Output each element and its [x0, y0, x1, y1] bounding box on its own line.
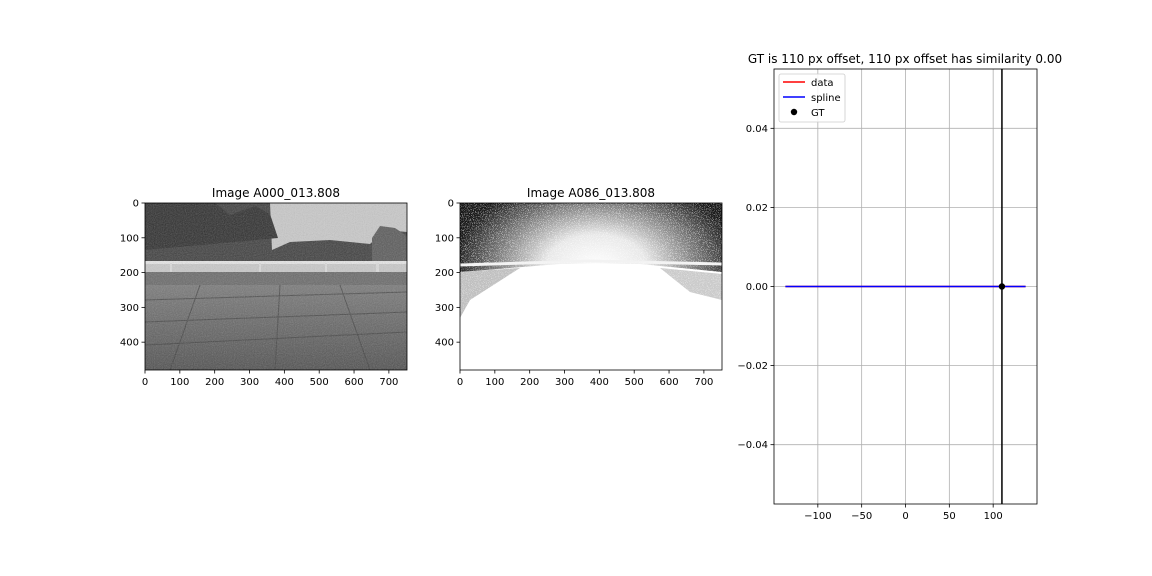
photo-a000	[145, 203, 407, 370]
y-tick-label: 200	[435, 268, 454, 279]
photo-a086	[460, 203, 722, 370]
plot-x-axis: −100 −50 0 50 100	[804, 504, 1003, 522]
panel1-y-axis: 0 100 200 300 400	[120, 199, 145, 349]
x-tick-label: 600	[344, 377, 363, 388]
y-tick-label: 0	[133, 199, 139, 210]
gt-point-marker	[998, 283, 1006, 290]
y-tick-label: 400	[435, 338, 454, 349]
y-tick-label: 0	[448, 199, 454, 210]
legend-label-spline: spline	[811, 93, 841, 104]
legend: data spline GT	[778, 73, 846, 123]
x-tick-label: −100	[804, 511, 831, 522]
y-tick-label: 100	[435, 233, 454, 244]
panel3-title: GT is 110 px offset, 110 px offset has s…	[748, 52, 1062, 66]
x-tick-label: 200	[520, 377, 539, 388]
panel1-x-axis: 0 100 200 300 400 500 600 700	[142, 370, 398, 388]
plot-series	[785, 69, 1026, 504]
y-tick-label: 300	[120, 303, 139, 314]
y-tick-label: 300	[435, 303, 454, 314]
panel2-title: Image A086_013.808	[527, 186, 655, 200]
y-tick-label: −0.04	[737, 440, 768, 451]
panel-similarity-plot: GT is 110 px offset, 110 px offset has s…	[737, 52, 1062, 522]
x-tick-label: −50	[851, 511, 872, 522]
legend-marker-gt	[790, 108, 798, 116]
legend-label-data: data	[811, 78, 834, 89]
x-tick-label: 0	[142, 377, 148, 388]
x-tick-label: 600	[659, 377, 678, 388]
x-tick-label: 0	[457, 377, 463, 388]
x-tick-label: 200	[205, 377, 224, 388]
legend-label-gt: GT	[811, 108, 825, 119]
x-tick-label: 0	[902, 511, 908, 522]
x-tick-label: 100	[984, 511, 1003, 522]
y-tick-label: 100	[120, 233, 139, 244]
panel2-y-axis: 0 100 200 300 400	[435, 199, 460, 349]
x-tick-label: 300	[555, 377, 574, 388]
x-tick-label: 400	[590, 377, 609, 388]
plot-y-axis: −0.04 −0.02 0.00 0.02 0.04	[737, 124, 774, 451]
x-tick-label: 50	[943, 511, 956, 522]
panel-image-a000: Image A000_013.808 0 100 200 300 400 500 600 70…	[120, 186, 408, 388]
y-tick-label: −0.02	[737, 361, 768, 372]
x-tick-label: 700	[379, 377, 398, 388]
x-tick-label: 300	[240, 377, 259, 388]
panel2-x-axis: 0 100 200 300 400 500 600 700	[457, 370, 713, 388]
y-tick-label: 200	[120, 268, 139, 279]
panel1-title: Image A000_013.808	[212, 186, 340, 200]
y-tick-label: 400	[120, 338, 139, 349]
x-tick-label: 700	[694, 377, 713, 388]
y-tick-label: 0.00	[746, 282, 768, 293]
panel-image-a086: Image A086_013.808 0 100 200 300 400 500 600 70…	[435, 186, 723, 388]
x-tick-label: 100	[485, 377, 504, 388]
y-tick-label: 0.04	[746, 124, 768, 135]
x-tick-label: 100	[170, 377, 189, 388]
x-tick-label: 500	[625, 377, 644, 388]
x-tick-label: 500	[310, 377, 329, 388]
x-tick-label: 400	[275, 377, 294, 388]
y-tick-label: 0.02	[746, 203, 768, 214]
